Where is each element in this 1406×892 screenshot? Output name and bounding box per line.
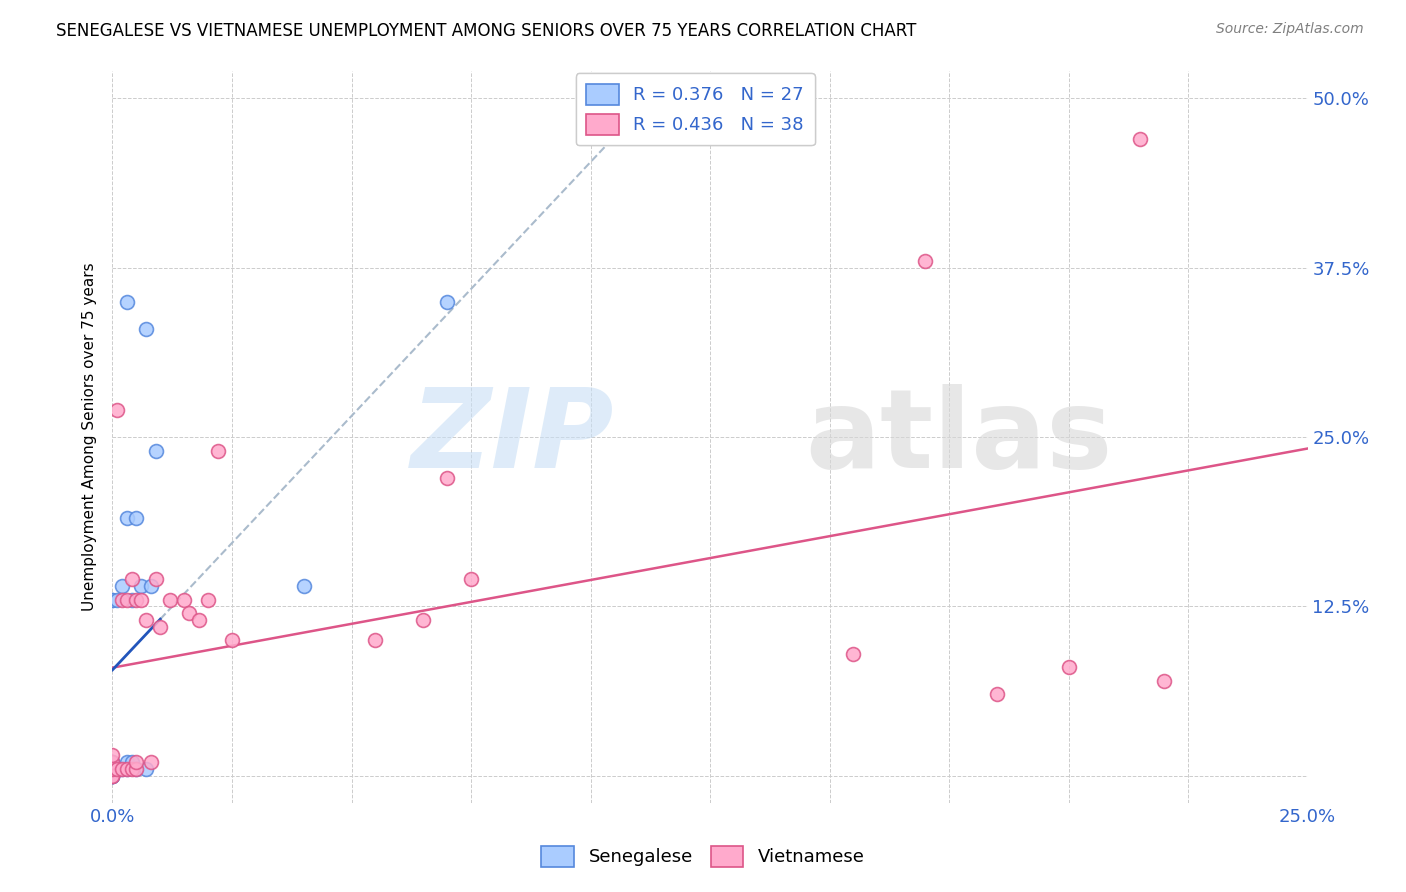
Point: [145, 443, 167, 458]
Point: [115, 294, 138, 309]
Point: [111, 579, 134, 593]
Point: [139, 579, 162, 593]
Point: [125, 755, 148, 769]
Point: [115, 511, 138, 525]
Point: [101, 748, 124, 763]
Point: [364, 633, 387, 648]
Point: [111, 762, 134, 776]
Text: SENEGALESE VS VIETNAMESE UNEMPLOYMENT AMONG SENIORS OVER 75 YEARS CORRELATION CH: SENEGALESE VS VIETNAMESE UNEMPLOYMENT AM…: [56, 22, 917, 40]
Point: [115, 755, 138, 769]
Point: [121, 762, 143, 776]
Point: [139, 755, 162, 769]
Point: [292, 579, 315, 593]
Point: [412, 613, 434, 627]
Point: [914, 254, 936, 268]
Point: [842, 647, 865, 661]
Point: [101, 762, 124, 776]
Point: [115, 762, 138, 776]
Point: [207, 443, 229, 458]
Point: [986, 688, 1008, 702]
Point: [101, 769, 124, 783]
Point: [101, 769, 124, 783]
Y-axis label: Unemployment Among Seniors over 75 years: Unemployment Among Seniors over 75 years: [82, 263, 97, 611]
Legend: R = 0.376   N = 27, R = 0.436   N = 38: R = 0.376 N = 27, R = 0.436 N = 38: [575, 73, 815, 145]
Point: [177, 606, 200, 620]
Point: [1057, 660, 1080, 674]
Point: [1129, 132, 1152, 146]
Point: [125, 762, 148, 776]
Point: [121, 755, 143, 769]
Point: [115, 762, 138, 776]
Point: [135, 762, 157, 776]
Point: [173, 592, 195, 607]
Text: Source: ZipAtlas.com: Source: ZipAtlas.com: [1216, 22, 1364, 37]
Text: ZIP: ZIP: [411, 384, 614, 491]
Point: [197, 592, 219, 607]
Point: [1153, 673, 1175, 688]
Point: [101, 755, 124, 769]
Point: [129, 579, 152, 593]
Point: [135, 613, 157, 627]
Point: [187, 613, 209, 627]
Point: [125, 762, 148, 776]
Legend: Senegalese, Vietnamese: Senegalese, Vietnamese: [534, 838, 872, 874]
Point: [149, 620, 172, 634]
Point: [101, 592, 124, 607]
Point: [105, 762, 128, 776]
Point: [105, 403, 128, 417]
Point: [460, 572, 482, 586]
Point: [121, 572, 143, 586]
Point: [111, 762, 134, 776]
Point: [221, 633, 243, 648]
Point: [115, 592, 138, 607]
Point: [101, 755, 124, 769]
Point: [121, 592, 143, 607]
Point: [101, 755, 124, 769]
Point: [135, 322, 157, 336]
Point: [101, 769, 124, 783]
Point: [125, 511, 148, 525]
Point: [436, 294, 458, 309]
Point: [111, 592, 134, 607]
Point: [436, 471, 458, 485]
Point: [101, 769, 124, 783]
Point: [105, 592, 128, 607]
Point: [101, 769, 124, 783]
Point: [145, 572, 167, 586]
Point: [159, 592, 181, 607]
Point: [129, 592, 152, 607]
Point: [101, 592, 124, 607]
Point: [125, 592, 148, 607]
Point: [101, 769, 124, 783]
Text: atlas: atlas: [806, 384, 1114, 491]
Point: [105, 762, 128, 776]
